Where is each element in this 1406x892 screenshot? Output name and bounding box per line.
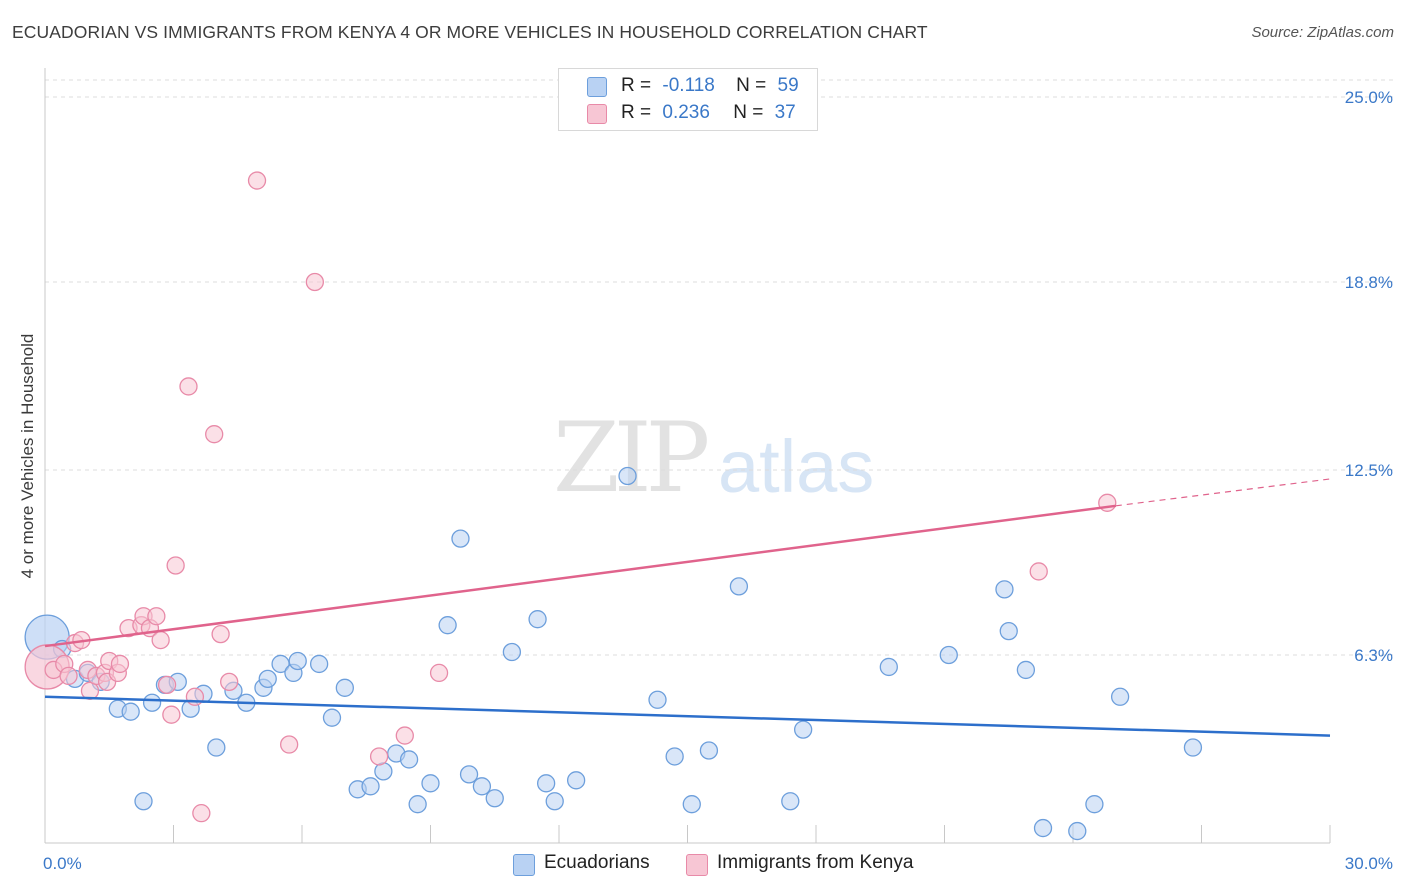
legend-r-label: R = (621, 102, 652, 123)
ecuadorian-point (121, 702, 140, 721)
ecuadorian-point (288, 651, 307, 671)
ecuadorian-point (537, 774, 556, 793)
legend-r-label: R = (621, 75, 652, 96)
ecuadorian-point (142, 693, 162, 712)
ecuadorian-point (451, 529, 470, 548)
kenya-point (395, 726, 414, 745)
ecuadorian-point (939, 645, 958, 665)
kenya-point (211, 624, 230, 644)
kenya-point (247, 171, 267, 190)
ecuadorian-point (322, 708, 342, 727)
ecuadorian-point (1085, 795, 1104, 814)
kenya-point (166, 556, 185, 575)
bottom-legend-swatch-kenya (686, 854, 708, 876)
ecuadorian-point (1033, 818, 1053, 838)
kenya-point (205, 425, 224, 444)
kenya-trend-line (44, 504, 1116, 648)
ecuadorians-trend-line (44, 695, 1331, 737)
ecuadorian-point (794, 720, 813, 739)
x-tick-label: 0.0% (43, 854, 82, 873)
kenya-point (192, 804, 211, 823)
kenya-trend-extension (1115, 478, 1331, 507)
ecuadorian-point (502, 642, 522, 662)
ecuadorian-point (309, 654, 329, 674)
ecuadorian-point (134, 792, 153, 811)
ecuadorian-point (528, 610, 547, 629)
ecuadorian-point (1183, 738, 1203, 757)
kenya-point (162, 705, 181, 724)
ecuadorian-point (438, 616, 457, 635)
legend-swatch-ecuadorians (587, 77, 607, 97)
kenya-point (147, 607, 166, 626)
y-tick-label: 25.0% (1345, 88, 1393, 107)
ecuadorian-point (1110, 687, 1130, 706)
kenya-point (429, 663, 449, 683)
ecuadorian-point (399, 750, 419, 769)
ecuadorian-point (335, 678, 354, 697)
ecuadorian-point (995, 580, 1014, 599)
ecuadorian-point (1016, 660, 1036, 680)
legend-r-value: -0.118 (662, 75, 715, 96)
legend-n-value: 37 (774, 102, 796, 123)
ecuadorian-point (207, 738, 226, 757)
kenya-point (179, 377, 198, 396)
bottom-legend-label-kenya: Immigrants from Kenya (717, 852, 914, 873)
kenya-point (59, 666, 78, 686)
ecuadorian-point (729, 577, 749, 596)
ecuadorian-point (408, 795, 427, 814)
ecuadorian-point (648, 690, 667, 709)
ecuadorian-point (485, 789, 504, 808)
ecuadorian-point (781, 792, 800, 811)
ecuadorian-point (618, 466, 637, 486)
bottom-legend-label-ecuadorians: Ecuadorians (544, 852, 650, 873)
correlation-legend: R = -0.118 N = 59 R = 0.236 N = 37 (558, 68, 818, 131)
watermark-atlas: atlas (718, 425, 875, 508)
ecuadorian-point (545, 792, 564, 811)
ecuadorian-point (699, 741, 719, 760)
ecuadorian-point (459, 765, 479, 784)
ecuadorian-point (879, 657, 898, 677)
kenya-point (1029, 562, 1048, 581)
chart-source: Source: ZipAtlas.com (1251, 24, 1394, 41)
ecuadorian-point (361, 777, 380, 796)
ecuadorian-point (665, 747, 684, 766)
chart-title: ECUADORIAN VS IMMIGRANTS FROM KENYA 4 OR… (12, 22, 928, 42)
x-tick-label: 30.0% (1345, 854, 1393, 873)
ecuadorian-point (999, 621, 1018, 641)
kenya-point (279, 735, 299, 754)
legend-n-label: N = (736, 75, 767, 96)
bottom-legend-swatch-ecuadorians (513, 854, 535, 876)
ecuadorian-point (258, 669, 277, 689)
legend-n-label: N = (733, 102, 764, 123)
y-tick-label: 6.3% (1354, 646, 1393, 665)
legend-swatch-kenya (587, 104, 607, 124)
kenya-point (369, 747, 389, 766)
ecuadorian-point (421, 774, 440, 793)
ecuadorian-point (566, 771, 586, 790)
y-tick-label: 12.5% (1345, 461, 1393, 480)
legend-n-value: 59 (777, 75, 799, 96)
ecuadorian-point (1068, 821, 1087, 841)
kenya-point (220, 672, 239, 692)
ecuadorian-point (472, 777, 492, 796)
kenya-point (110, 654, 130, 674)
kenya-point (151, 630, 170, 650)
legend-r-value: 0.236 (662, 102, 710, 123)
kenya-point (157, 675, 177, 694)
kenya-point (305, 272, 325, 292)
y-tick-label: 18.8% (1345, 273, 1393, 292)
watermark-zip: ZIP (553, 402, 710, 514)
ecuadorian-point (682, 795, 701, 814)
